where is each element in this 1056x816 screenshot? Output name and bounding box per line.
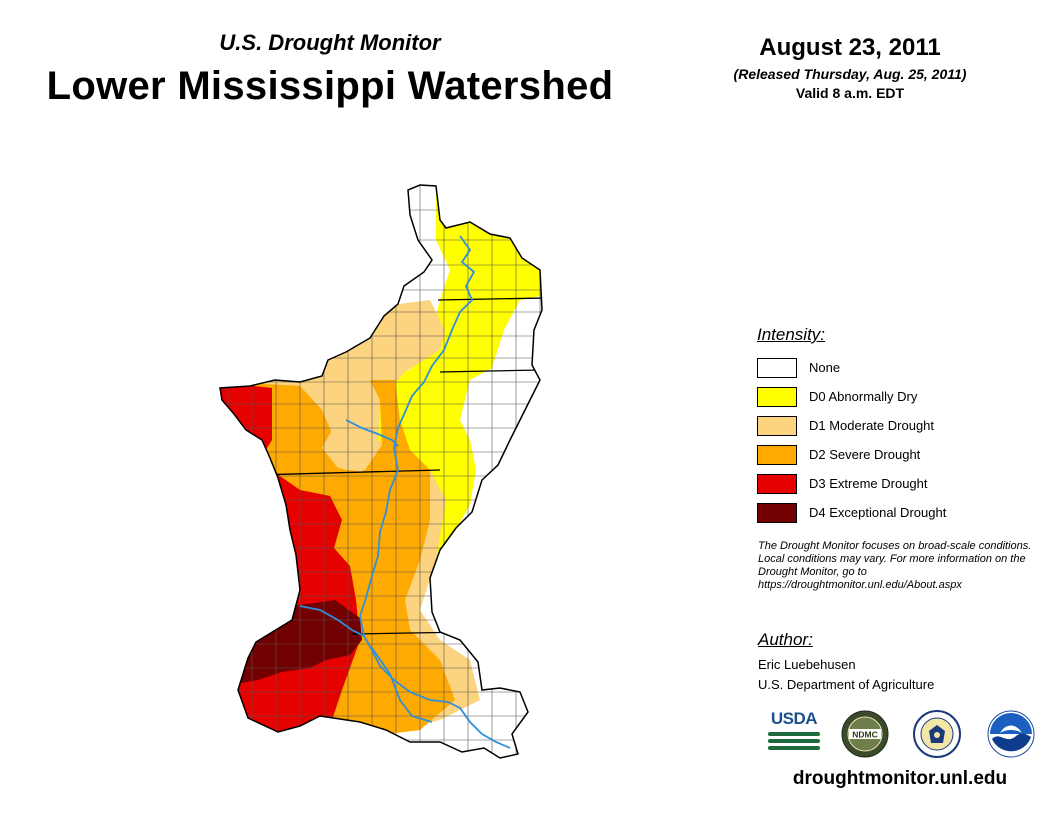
ndmc-logo[interactable]: NDMC: [840, 709, 892, 759]
usda-logo-text: USDA: [770, 709, 818, 728]
region-title: Lower Mississippi Watershed: [46, 64, 614, 108]
usda-logo[interactable]: USDA: [768, 709, 820, 759]
legend-label: D0 Abnormally Dry: [809, 389, 918, 404]
legend-label: D2 Severe Drought: [809, 447, 921, 462]
legend-item-d4: D4 Exceptional Drought: [757, 498, 1047, 527]
commerce-seal-icon: [913, 710, 961, 758]
legend-label: D4 Exceptional Drought: [809, 505, 947, 520]
usda-stripe: [768, 746, 820, 750]
drought-map: [219, 184, 543, 759]
monitor-title: U.S. Drought Monitor: [219, 30, 441, 55]
legend-item-d1: D1 Moderate Drought: [757, 411, 1047, 440]
author-organization: U.S. Department of Agriculture: [758, 677, 935, 692]
map-date: August 23, 2011: [759, 34, 941, 61]
legend-item-d3: D3 Extreme Drought: [757, 469, 1047, 498]
noaa-logo[interactable]: [986, 709, 1038, 759]
legend-label: D1 Moderate Drought: [809, 418, 935, 433]
legend-label: D3 Extreme Drought: [809, 476, 928, 491]
atchafalaya-river: [371, 647, 433, 723]
legend-item-none: None: [757, 353, 1047, 382]
valid-time: Valid 8 a.m. EDT: [795, 85, 905, 101]
info-note: The Drought Monitor focuses on broad-sca…: [758, 540, 1032, 591]
usda-stripe: [768, 732, 820, 736]
legend-swatch: [757, 444, 797, 465]
ndmc-logo-text: NDMC: [852, 730, 878, 740]
legend-swatch: [757, 357, 797, 378]
usda-stripe: [768, 739, 820, 743]
author-heading: Author:: [758, 630, 813, 649]
arkansas-river: [345, 419, 399, 447]
commerce-logo[interactable]: [912, 709, 964, 759]
date-block: August 23, 2011 (Released Thursday, Aug.…: [700, 34, 1000, 101]
author-name: Eric Luebehusen: [758, 657, 856, 672]
footer-url[interactable]: droughtmonitor.unl.edu: [792, 768, 1008, 789]
legend-title: Intensity:: [757, 325, 826, 344]
state-line-tn-ms: [439, 369, 541, 373]
red-river: [299, 605, 365, 637]
mississippi-river: [359, 235, 511, 749]
rivers: [299, 235, 511, 749]
legend: Intensity: None D0 Abnormally Dry D1 Mod…: [757, 325, 1047, 527]
legend-item-d0: D0 Abnormally Dry: [757, 382, 1047, 411]
legend-swatch: [757, 386, 797, 407]
legend-swatch: [757, 502, 797, 523]
d1-pocket-area: [322, 408, 378, 472]
ndmc-seal-icon: NDMC: [841, 710, 889, 758]
legend-item-d2: D2 Severe Drought: [757, 440, 1047, 469]
noaa-seal-icon: [987, 710, 1035, 758]
release-date: (Released Thursday, Aug. 25, 2011): [733, 66, 967, 82]
state-line-mo-tn: [437, 297, 542, 301]
legend-swatch: [757, 415, 797, 436]
legend-swatch: [757, 473, 797, 494]
legend-label: None: [809, 360, 841, 375]
